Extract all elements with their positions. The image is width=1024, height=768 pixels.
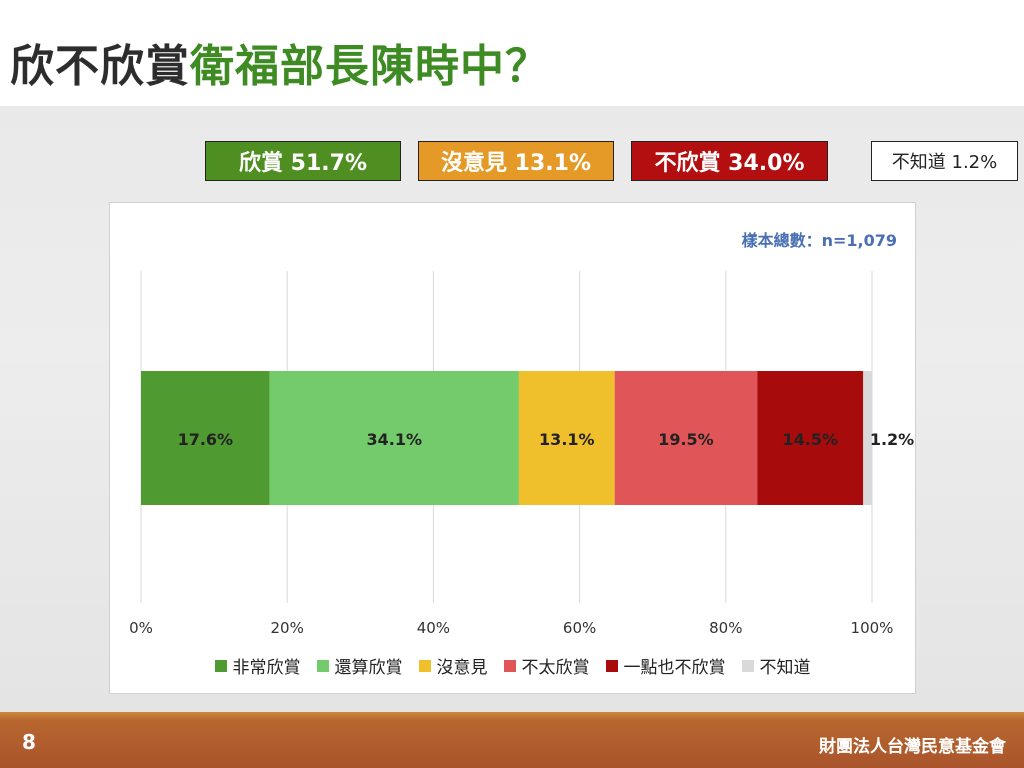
- legend-item: 不太欣賞: [503, 653, 590, 678]
- legend-label: 不知道: [759, 658, 811, 678]
- bar-data-label: 14.5%: [782, 430, 838, 449]
- bar-data-label: 17.6%: [178, 430, 234, 449]
- summary-disapprove-box: 不欣賞 34.0%: [631, 141, 828, 181]
- title-part-2: 衛福部長陳時中？: [190, 41, 550, 92]
- legend-item: 一點也不欣賞: [605, 653, 726, 678]
- summary-approve-box: 欣賞 51.7%: [205, 141, 401, 181]
- bar-data-label: 19.5%: [658, 430, 714, 449]
- legend-item: 不知道: [741, 653, 811, 678]
- stacked-bar-chart: 0% 20% 40% 60% 80% 100% 17.6% 34.1% 13.1% 19.5% 14…: [129, 271, 914, 637]
- chart-panel: 樣本總數：n=1,079 0% 20% 40% 60% 80% 100% 17.6% 34.1…: [109, 202, 916, 694]
- bar-segment: [269, 371, 519, 505]
- legend-label: 不太欣賞: [521, 658, 590, 678]
- x-tick-label: 80%: [709, 619, 742, 637]
- legend-swatch: [503, 659, 516, 672]
- summary-unknown-box: 不知道 1.2%: [871, 141, 1018, 181]
- x-tick-label: 0%: [129, 619, 153, 637]
- footer-bar: 8 財團法人台灣民意基金會: [0, 712, 1024, 768]
- legend-item: 非常欣賞: [214, 653, 301, 678]
- bar-segment: [141, 371, 270, 505]
- legend-swatch: [605, 659, 618, 672]
- legend-item: 還算欣賞: [316, 653, 403, 678]
- sample-size-label: 樣本總數：n=1,079: [741, 231, 897, 250]
- bar-data-label: 34.1%: [367, 430, 423, 449]
- x-tick-label: 40%: [417, 619, 450, 637]
- legend-label: 一點也不欣賞: [623, 658, 726, 678]
- legend-label: 非常欣賞: [232, 658, 301, 678]
- bar-segment: [757, 371, 864, 505]
- summary-neutral-box: 沒意見 13.1%: [418, 141, 614, 181]
- bar-segment: [863, 371, 872, 505]
- bar-data-label: 1.2%: [870, 430, 914, 449]
- legend-label: 還算欣賞: [334, 658, 403, 678]
- title-part-1: 欣不欣賞: [10, 41, 190, 92]
- bar-segment: [614, 371, 758, 505]
- legend-swatch: [214, 659, 227, 672]
- legend-swatch: [741, 659, 754, 672]
- legend-swatch: [316, 659, 329, 672]
- bar-segment: [518, 371, 615, 505]
- x-tick-label: 60%: [563, 619, 596, 637]
- title-bar: 欣不欣賞衛福部長陳時中？: [0, 0, 1024, 106]
- legend-swatch: [418, 659, 431, 672]
- x-tick-label: 20%: [271, 619, 304, 637]
- x-tick-label: 100%: [851, 619, 894, 637]
- legend-item: 沒意見: [418, 653, 488, 678]
- page-number: 8: [22, 730, 36, 754]
- page-title: 欣不欣賞衛福部長陳時中？: [10, 30, 550, 94]
- organization-name: 財團法人台灣民意基金會: [819, 737, 1006, 757]
- legend-label: 沒意見: [436, 658, 488, 678]
- chart-legend: 非常欣賞 還算欣賞 沒意見 不太欣賞 一點也不欣賞 不知道: [110, 653, 915, 678]
- bar-data-label: 13.1%: [539, 430, 595, 449]
